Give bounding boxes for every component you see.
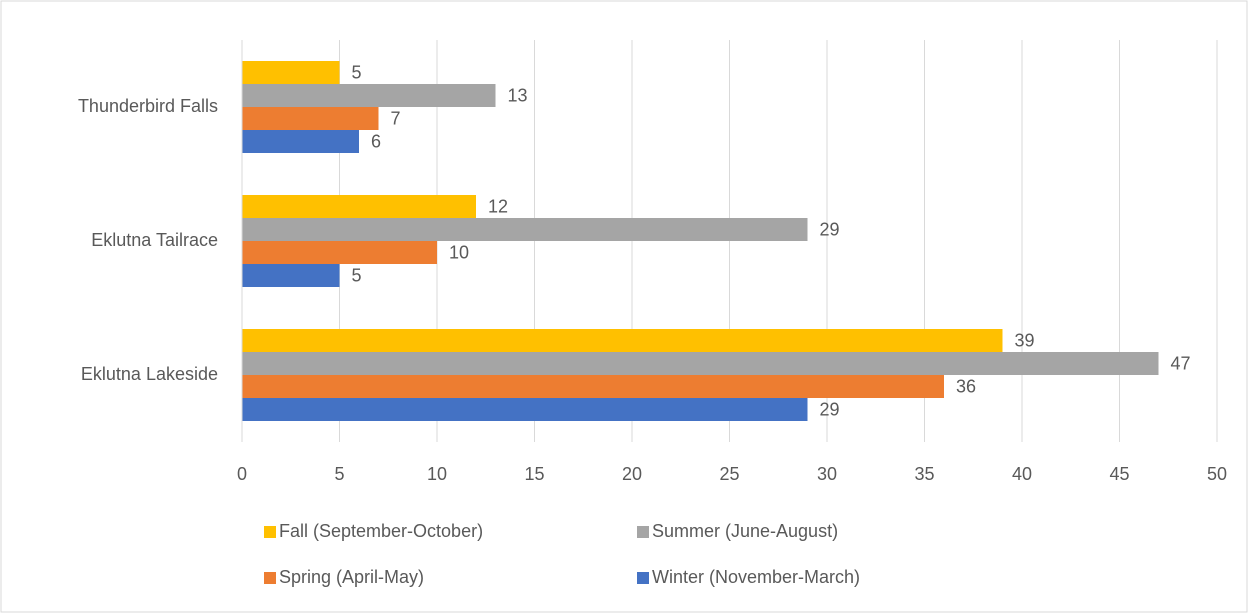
bar — [242, 398, 808, 421]
legend-swatch — [264, 526, 276, 538]
bar — [242, 195, 476, 218]
bar — [242, 329, 1003, 352]
x-tick-label: 40 — [1012, 464, 1032, 484]
x-tick-label: 20 — [622, 464, 642, 484]
legend-swatch — [264, 572, 276, 584]
legend-label: Fall (September-October) — [279, 521, 483, 541]
x-tick-label: 25 — [719, 464, 739, 484]
x-tick-label: 50 — [1207, 464, 1227, 484]
data-label: 10 — [449, 242, 469, 262]
bar — [242, 84, 496, 107]
bar — [242, 61, 340, 84]
x-tick-label: 35 — [914, 464, 934, 484]
x-tick-label: 45 — [1109, 464, 1129, 484]
legend-label: Spring (April-May) — [279, 567, 424, 587]
x-tick-label: 0 — [237, 464, 247, 484]
bar — [242, 218, 808, 241]
data-label: 5 — [352, 62, 362, 82]
x-tick-label: 15 — [524, 464, 544, 484]
data-label: 39 — [1015, 330, 1035, 350]
legend-swatch — [637, 572, 649, 584]
x-tick-label: 10 — [427, 464, 447, 484]
x-tick-label: 30 — [817, 464, 837, 484]
legend-label: Winter (November-March) — [652, 567, 860, 587]
data-label: 36 — [956, 376, 976, 396]
data-label: 12 — [488, 196, 508, 216]
bar — [242, 375, 944, 398]
bar — [242, 130, 359, 153]
data-label: 6 — [371, 131, 381, 151]
y-tick-label: Eklutna Lakeside — [81, 364, 218, 384]
legend-swatch — [637, 526, 649, 538]
y-tick-label: Thunderbird Falls — [78, 96, 218, 116]
data-label: 29 — [820, 219, 840, 239]
legend-label: Summer (June-August) — [652, 521, 838, 541]
bar — [242, 264, 340, 287]
data-label: 29 — [820, 399, 840, 419]
x-tick-label: 5 — [334, 464, 344, 484]
data-label: 7 — [391, 108, 401, 128]
bar — [242, 107, 379, 130]
data-label: 5 — [352, 265, 362, 285]
bar — [242, 241, 437, 264]
y-tick-label: Eklutna Tailrace — [91, 230, 218, 250]
data-label: 47 — [1171, 353, 1191, 373]
data-label: 13 — [508, 85, 528, 105]
bar — [242, 352, 1159, 375]
